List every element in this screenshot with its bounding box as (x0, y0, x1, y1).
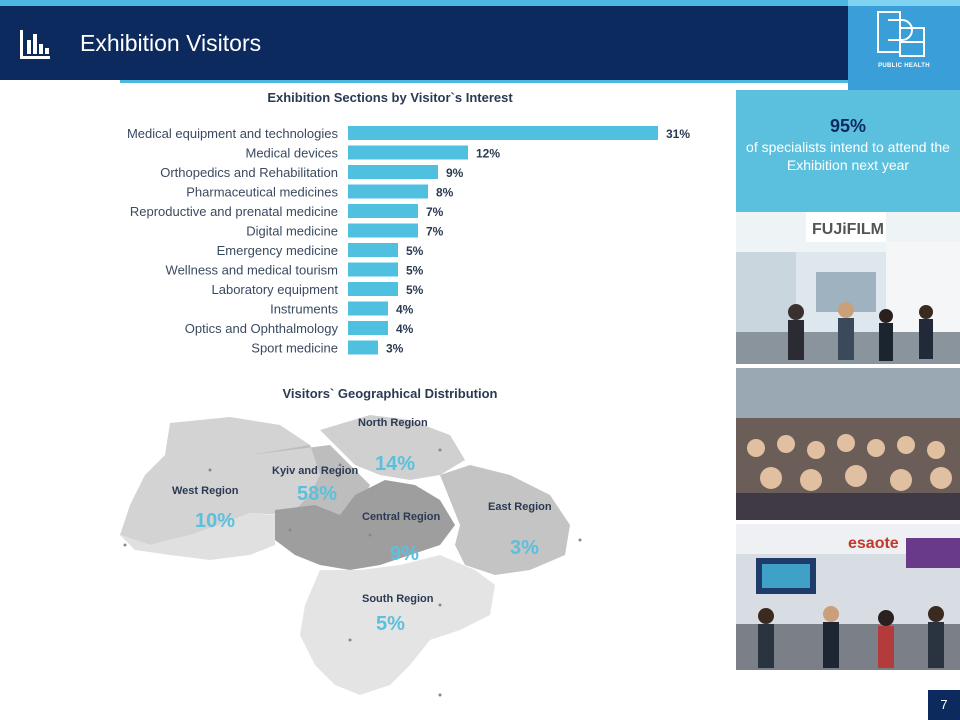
bar (348, 340, 378, 355)
bar (348, 301, 388, 316)
data-label: 7% (426, 205, 444, 219)
bar (348, 184, 428, 199)
logo: PUBLIC HEALTH (848, 0, 960, 90)
bar (348, 262, 398, 277)
bar (348, 145, 468, 160)
data-label: 4% (396, 322, 414, 336)
data-label: 9% (446, 166, 464, 180)
stat-text: of specialists intend to attend the Exhi… (746, 139, 950, 173)
bar (348, 282, 398, 296)
page-title: Exhibition Visitors (80, 30, 262, 56)
data-label: 4% (396, 303, 414, 317)
category-label: Emergency medicine (217, 243, 338, 258)
logo-text: PUBLIC HEALTH (878, 63, 930, 69)
data-label: 5% (406, 283, 424, 297)
map-title: Visitors` Geographical Distribution (282, 386, 498, 401)
bar (348, 243, 398, 257)
bar (348, 223, 418, 238)
logo-mark-icon (877, 11, 925, 57)
category-label: Wellness and medical tourism (166, 263, 338, 278)
bar (348, 165, 438, 179)
category-label: Optics and Ophthalmology (185, 321, 339, 336)
category-label: Instruments (270, 302, 338, 317)
chart-title: Exhibition Sections by Visitor`s Interes… (267, 90, 513, 105)
category-label: Medical devices (246, 146, 339, 161)
data-label: 7% (426, 225, 444, 239)
bar-chart: Medical equipment and technologies 31% Med… (127, 126, 690, 356)
region-pct-central: 9% (390, 543, 419, 565)
region-label-north: North Region (358, 417, 428, 429)
data-label: 5% (406, 244, 424, 258)
bar (348, 321, 388, 335)
svg-text:esaote: esaote (848, 535, 899, 552)
region-label-east: East Region (488, 501, 552, 513)
page-number: 7 (928, 690, 960, 720)
svg-text:FUJiFILM: FUJiFILM (812, 221, 884, 238)
category-label: Medical equipment and technologies (127, 126, 339, 141)
bar (348, 126, 658, 140)
header-top-stripe (0, 0, 848, 6)
data-label: 8% (436, 186, 454, 200)
logo-top-stripe (848, 0, 960, 6)
header-accent-line (120, 80, 848, 83)
region-pct-east: 3% (510, 537, 539, 559)
bar (348, 204, 418, 218)
region-pct-north: 14% (375, 453, 416, 475)
data-label: 3% (386, 342, 404, 356)
region-pct-south: 5% (376, 613, 405, 635)
category-label: Laboratory equipment (212, 282, 339, 297)
header-bar: Exhibition Visitors (0, 6, 848, 80)
region-pct-west: 10% (195, 510, 236, 532)
fujifilm-booth-photo: FUJiFILM (736, 212, 960, 364)
category-label: Pharmaceutical medicines (186, 185, 338, 200)
ukraine-region-map: North Region 14% Kyiv and Region 58% Wes… (110, 405, 590, 705)
stat-value: 95% (829, 116, 867, 136)
data-label: 12% (476, 147, 500, 161)
esaote-booth-photo: esaote (736, 524, 960, 670)
region-label-central: Central Region (362, 511, 441, 523)
region-label-south: South Region (362, 593, 434, 605)
category-label: Reproductive and prenatal medicine (130, 204, 338, 219)
stat-callout: 95% of specialists intend to attend the … (736, 90, 960, 212)
audience-photo (736, 368, 960, 520)
data-label: 31% (666, 127, 690, 141)
category-label: Orthopedics and Rehabilitation (160, 165, 338, 180)
map-shape (120, 415, 582, 697)
region-label-kyiv: Kyiv and Region (272, 465, 359, 477)
category-label: Digital medicine (246, 224, 338, 239)
data-label: 5% (406, 264, 424, 278)
category-label: Sport medicine (251, 341, 338, 356)
bar-chart-icon (20, 30, 50, 60)
region-pct-kyiv: 58% (297, 483, 338, 505)
region-label-west: West Region (172, 485, 239, 497)
